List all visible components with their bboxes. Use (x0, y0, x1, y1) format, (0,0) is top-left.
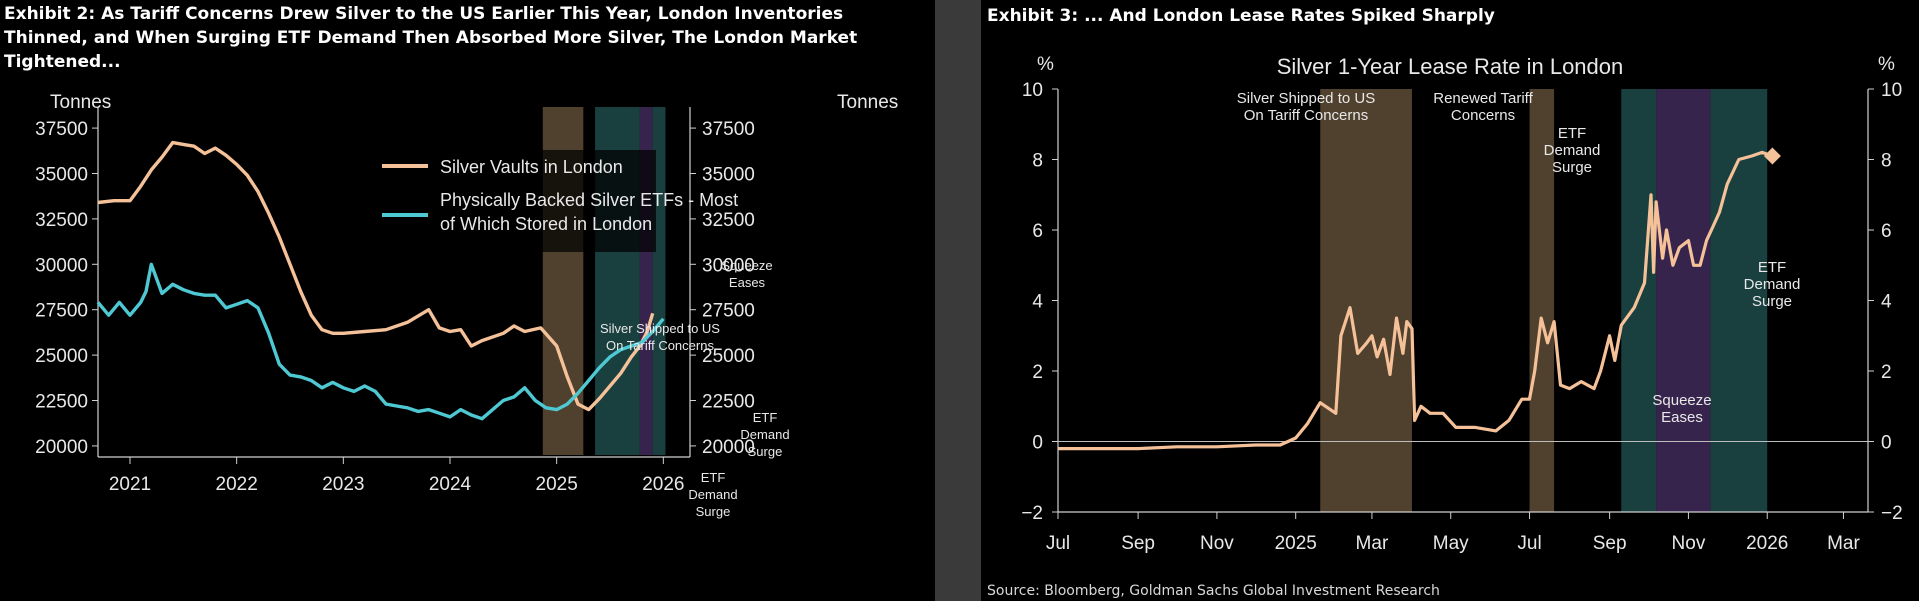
annotation-squeeze-eases: Eases (729, 275, 766, 290)
annotation-etf-surge: Surge (1752, 293, 1792, 310)
exhibit-3-title: Exhibit 3: ... And London Lease Rates Sp… (987, 6, 1495, 26)
y-tick-label-left: 0 (1032, 433, 1043, 454)
x-tick-label: Jul (1517, 533, 1541, 554)
y-tick-label-right: 10 (1881, 80, 1902, 101)
x-tick-label: May (1433, 533, 1469, 554)
latest-value-marker (1763, 147, 1781, 165)
left-chart-panel: Exhibit 2: As Tariff Concerns Drew Silve… (0, 0, 935, 601)
y-tick-label-left: 6 (1032, 221, 1043, 242)
x-tick-label: 2025 (1275, 533, 1317, 554)
y-tick-label-left: 8 (1032, 151, 1043, 172)
y-tick-label-right: 35000 (702, 164, 755, 185)
y-tick-label-right: 25000 (702, 346, 755, 367)
y-tick-label-left: 27500 (35, 301, 88, 322)
x-tick-label: 2023 (322, 474, 364, 495)
y-tick-label-right: 27500 (702, 301, 755, 322)
shaded-region (1320, 89, 1412, 512)
x-tick-label: Sep (1121, 533, 1155, 554)
y-axis-label-left: % (1037, 54, 1054, 75)
annotation-etf-surge: Surge (1552, 159, 1592, 176)
y-tick-label-left: 4 (1032, 292, 1043, 313)
y-tick-label-right: 22500 (702, 392, 755, 413)
annotation-tariff: On Tariff Concerns (606, 338, 714, 353)
vaults-series-line (97, 140, 655, 412)
y-tick-label-right: 4 (1881, 292, 1892, 313)
source-note: Source: Bloomberg, Goldman Sachs Global … (987, 583, 1440, 599)
x-tick-label: Nov (1200, 533, 1234, 554)
annotation-renewed-tariff: Concerns (1451, 107, 1515, 124)
x-tick-label: 2022 (216, 474, 258, 495)
lease-rate-line (1058, 150, 1773, 451)
x-tick-label: Nov (1672, 533, 1706, 554)
etf-series-line (96, 262, 665, 421)
y-tick-label-right: 30000 (702, 255, 755, 276)
y-tick-label-right: −2 (1881, 503, 1903, 524)
annotation-etf-surge: Surge (696, 504, 731, 519)
x-tick-label: Sep (1593, 533, 1627, 554)
annotation-tariff: On Tariff Concerns (1244, 107, 1369, 124)
x-tick-label: Mar (1827, 533, 1860, 554)
y-tick-label-right: 20000 (702, 437, 755, 458)
y-tick-label-left: 10 (1022, 80, 1043, 101)
x-tick-label: 2025 (536, 474, 578, 495)
x-tick-label: 2026 (642, 474, 684, 495)
exhibit-2-title: Exhibit 2: As Tariff Concerns Drew Silve… (4, 2, 857, 74)
y-tick-label-left: 2 (1032, 362, 1043, 383)
x-tick-label: 2021 (109, 474, 151, 495)
y-tick-label-left: 25000 (35, 346, 88, 367)
legend-label-vaults: Silver Vaults in London (440, 157, 623, 177)
y-axis-label-right: Tonnes (837, 92, 898, 113)
x-tick-label: 2026 (1746, 533, 1788, 554)
annotation-etf-surge: Demand (740, 427, 789, 442)
y-axis-label-left: Tonnes (50, 92, 111, 113)
y-tick-label-right: 0 (1881, 433, 1892, 454)
annotation-etf-surge: ETF (1758, 259, 1786, 276)
silver-inventory-chart: Tonnes Tonnes 20000 20000 22500 22500 25000 250… (35, 92, 898, 519)
annotation-etf-surge: Demand (1544, 142, 1601, 159)
y-tick-label-left: −2 (1021, 503, 1043, 524)
lease-rate-chart: Silver 1-Year Lease Rate in London% % −2 −2… (1021, 54, 1903, 554)
y-tick-label-right: 6 (1881, 221, 1892, 242)
y-tick-label-left: 30000 (35, 255, 88, 276)
y-tick-label-right: 8 (1881, 151, 1892, 172)
annotation-tariff: Silver Shipped to US (600, 321, 720, 336)
y-axis-label-right: % (1878, 54, 1895, 75)
y-tick-label-left: 32500 (35, 210, 88, 231)
y-tick-label-right: 2 (1881, 362, 1892, 383)
annotation-etf-surge: ETF (1558, 125, 1586, 142)
x-tick-label: 2024 (429, 474, 472, 495)
annotation-etf-surge: Demand (1744, 276, 1801, 293)
annotation-etf-surge: ETF (701, 470, 726, 485)
annotation-squeeze-eases: Squeeze (721, 258, 772, 273)
exhibit-2-title-line: Thinned, and When Surging ETF Demand The… (4, 28, 858, 48)
y-tick-label-left: 35000 (35, 164, 88, 185)
y-tick-label-left: 22500 (35, 392, 88, 413)
right-chart-panel: Exhibit 3: ... And London Lease Rates Sp… (981, 0, 1919, 601)
annotation-etf-surge: Surge (748, 444, 783, 459)
chart-title: Silver 1-Year Lease Rate in London (1277, 54, 1624, 79)
y-tick-label-left: 20000 (35, 437, 88, 458)
shaded-region (1656, 89, 1711, 512)
annotation-squeeze-eases: Squeeze (1652, 392, 1711, 409)
exhibit-2-title-line: Exhibit 2: As Tariff Concerns Drew Silve… (4, 4, 844, 24)
legend-label-etf: Physically Backed Silver ETFs - Most (440, 190, 738, 210)
annotation-etf-surge: ETF (753, 410, 778, 425)
y-tick-label-right: 37500 (702, 119, 755, 140)
y-tick-label-right: 32500 (702, 210, 755, 231)
annotation-renewed-tariff: Renewed Tariff (1433, 90, 1533, 107)
x-tick-label: Jul (1046, 533, 1070, 554)
annotation-squeeze-eases: Eases (1661, 409, 1703, 426)
legend-label-etf: of Which Stored in London (440, 214, 652, 234)
x-tick-label: Mar (1356, 533, 1389, 554)
y-tick-label-left: 37500 (35, 119, 88, 140)
annotation-etf-surge: Demand (688, 487, 737, 502)
annotation-tariff: Silver Shipped to US (1237, 90, 1375, 107)
exhibit-2-title-line: Tightened... (4, 52, 121, 72)
